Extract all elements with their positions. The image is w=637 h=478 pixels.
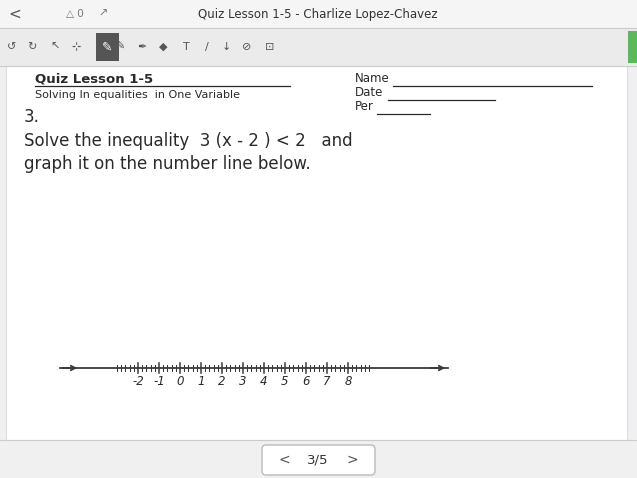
Text: 2: 2 <box>218 375 225 388</box>
Text: ⊘: ⊘ <box>242 42 252 52</box>
Text: ↗: ↗ <box>98 9 108 19</box>
Text: 7: 7 <box>323 375 331 388</box>
Text: 3: 3 <box>240 375 247 388</box>
Text: <: < <box>278 453 290 467</box>
FancyBboxPatch shape <box>262 445 375 475</box>
Text: ✎: ✎ <box>115 42 125 52</box>
Bar <box>6 66 627 440</box>
Bar <box>96 33 119 61</box>
Text: ↺: ↺ <box>7 42 17 52</box>
Text: /: / <box>205 42 209 52</box>
Bar <box>628 31 637 63</box>
Text: -2: -2 <box>132 375 144 388</box>
Text: 0: 0 <box>176 375 183 388</box>
Text: T: T <box>183 42 189 52</box>
Text: <: < <box>9 7 22 22</box>
Text: ↻: ↻ <box>27 42 37 52</box>
Bar <box>0 440 637 478</box>
Text: 8: 8 <box>344 375 352 388</box>
Text: ↖: ↖ <box>50 42 60 52</box>
Text: 6: 6 <box>302 375 310 388</box>
Text: Name: Name <box>355 72 390 85</box>
Text: >: > <box>346 453 358 467</box>
Text: △ 0: △ 0 <box>66 9 84 19</box>
Text: ↓: ↓ <box>221 42 231 52</box>
Text: ✎: ✎ <box>102 41 112 54</box>
Text: 3/5: 3/5 <box>307 454 329 467</box>
Text: 3.: 3. <box>24 108 40 126</box>
Text: ⊡: ⊡ <box>266 42 275 52</box>
Text: ✒: ✒ <box>138 42 147 52</box>
Text: 1: 1 <box>197 375 204 388</box>
Bar <box>0 28 637 66</box>
Text: -1: -1 <box>153 375 165 388</box>
Text: Per: Per <box>355 100 374 113</box>
Text: ◆: ◆ <box>159 42 168 52</box>
Bar <box>0 0 637 28</box>
Text: Solving In equalities  in One Variable: Solving In equalities in One Variable <box>35 90 240 100</box>
Text: ⊹: ⊹ <box>71 42 81 52</box>
Text: Date: Date <box>355 86 383 99</box>
Text: 5: 5 <box>282 375 289 388</box>
Text: Quiz Lesson 1-5: Quiz Lesson 1-5 <box>35 72 153 85</box>
Text: Quiz Lesson 1-5 - Charlize Lopez-Chavez: Quiz Lesson 1-5 - Charlize Lopez-Chavez <box>198 8 438 21</box>
Text: 4: 4 <box>261 375 268 388</box>
Text: Solve the inequality  3 (x - 2 ) < 2   and: Solve the inequality 3 (x - 2 ) < 2 and <box>24 132 353 150</box>
Text: graph it on the number line below.: graph it on the number line below. <box>24 155 311 173</box>
